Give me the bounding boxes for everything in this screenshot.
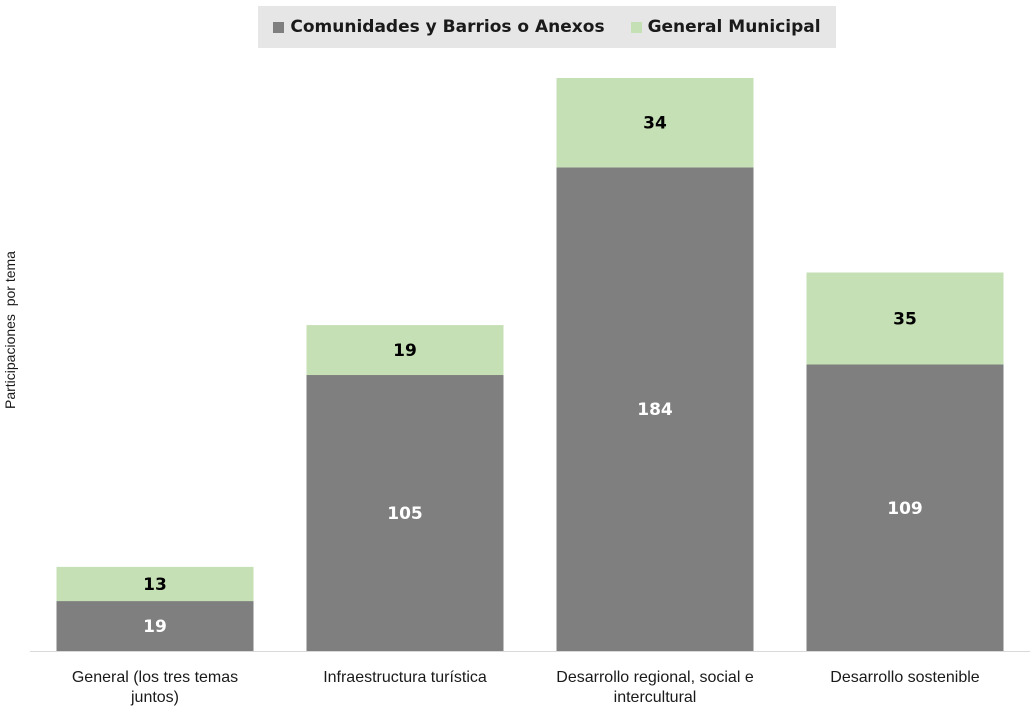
data-label-comunidades-0: 19 bbox=[143, 617, 167, 637]
data-label-general-municipal-1: 19 bbox=[393, 341, 417, 361]
category-label-0-line-0: General (los tres temas bbox=[72, 669, 238, 686]
legend-label-general-municipal: General Municipal bbox=[647, 17, 821, 37]
data-label-general-municipal-3: 35 bbox=[893, 310, 917, 330]
category-label-2-line-0: Desarrollo regional, social e bbox=[556, 669, 754, 686]
legend-label-comunidades: Comunidades y Barrios o Anexos bbox=[290, 17, 605, 37]
data-label-comunidades-2: 184 bbox=[637, 400, 673, 420]
bar-comunidades-1 bbox=[306, 375, 504, 651]
category-label-2-line-1: intercultural bbox=[614, 689, 697, 706]
bar-comunidades-3 bbox=[806, 364, 1004, 651]
bar-general-municipal-1 bbox=[306, 325, 504, 376]
legend-swatch-general-municipal bbox=[630, 21, 642, 33]
bar-general-municipal-2 bbox=[556, 78, 754, 168]
bar-comunidades-0 bbox=[56, 601, 254, 651]
data-label-comunidades-3: 109 bbox=[887, 499, 923, 519]
data-label-comunidades-1: 105 bbox=[387, 504, 423, 524]
bar-general-municipal-3 bbox=[806, 272, 1004, 365]
legend-item-general-municipal: General Municipal bbox=[630, 17, 821, 37]
legend-item-comunidades: Comunidades y Barrios o Anexos bbox=[273, 17, 605, 37]
category-label-0-line-1: juntos) bbox=[130, 689, 179, 706]
category-label-3-line-0: Desarrollo sostenible bbox=[830, 669, 980, 686]
data-label-general-municipal-0: 13 bbox=[143, 575, 167, 595]
legend: Comunidades y Barrios o Anexos General M… bbox=[258, 6, 836, 48]
data-label-general-municipal-2: 34 bbox=[643, 114, 667, 134]
legend-swatch-comunidades bbox=[273, 21, 285, 33]
category-label-1-line-0: Infraestructura turística bbox=[323, 669, 487, 686]
bar-general-municipal-0 bbox=[56, 566, 254, 602]
bar-comunidades-2 bbox=[556, 167, 754, 651]
